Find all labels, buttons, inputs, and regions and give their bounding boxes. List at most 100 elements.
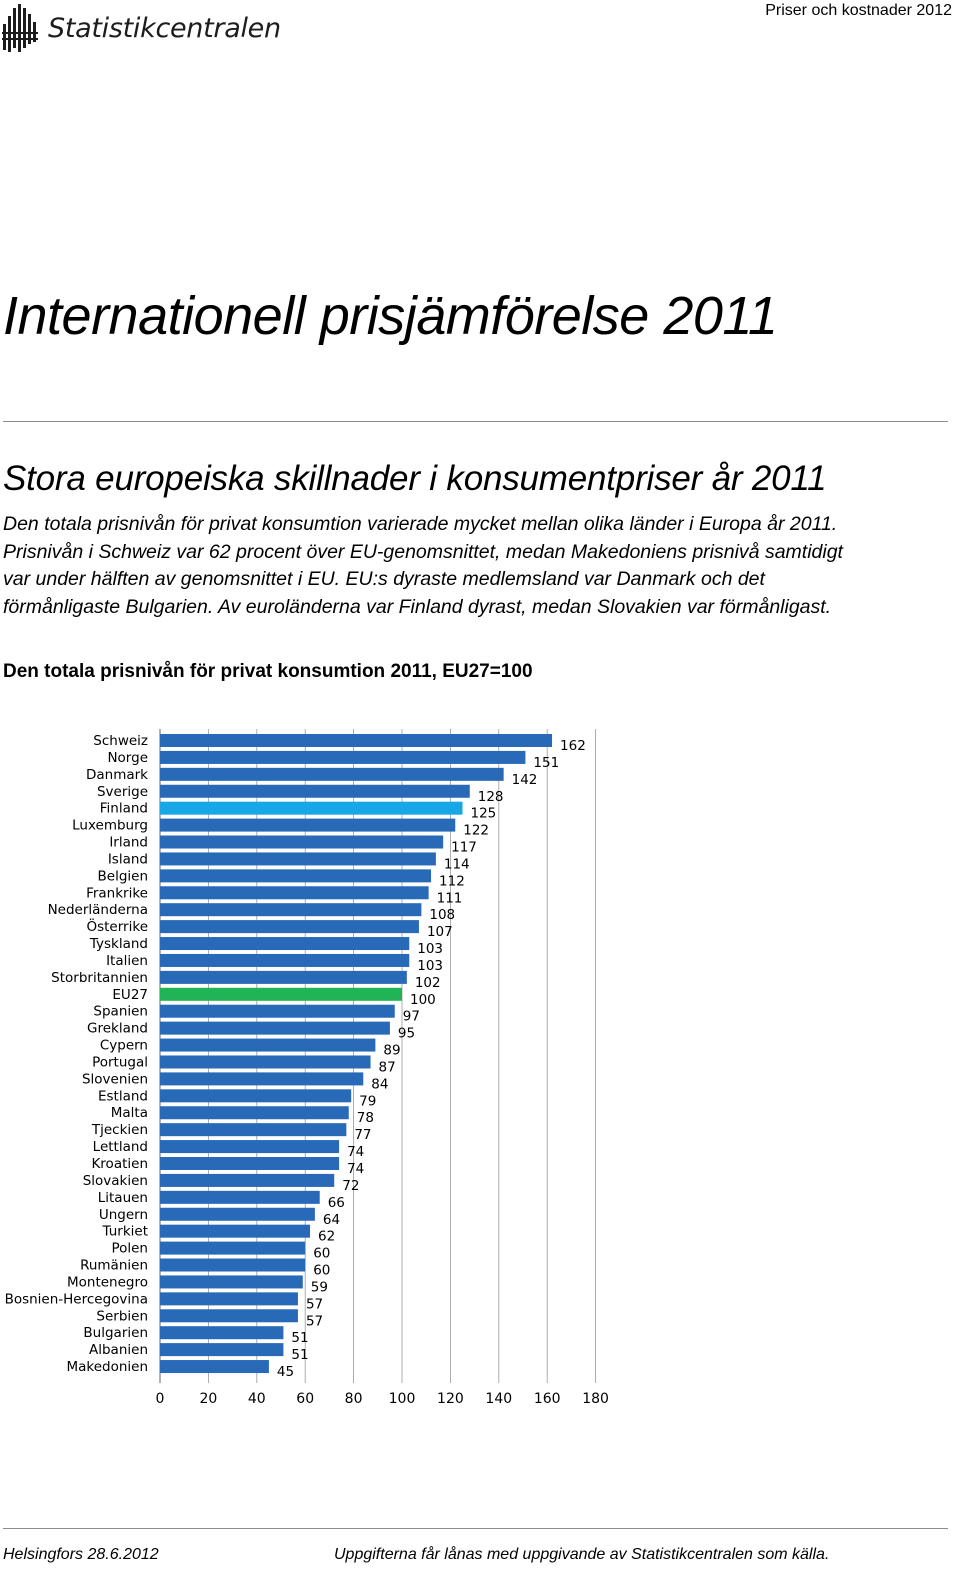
bar xyxy=(160,1140,340,1154)
price-level-bar-chart: 0 20 40 60 80 100 120 140 160 180 Schweiz 162 Norge 1… xyxy=(5,729,609,1407)
value-label: 87 xyxy=(379,1059,396,1075)
value-label: 74 xyxy=(347,1161,364,1177)
category-label: Kroatien xyxy=(91,1156,148,1172)
category-label: Bulgarien xyxy=(83,1325,148,1341)
category-label: Italien xyxy=(106,953,148,969)
bar xyxy=(160,886,429,900)
value-label: 122 xyxy=(463,823,489,839)
bar xyxy=(160,920,419,934)
category-label: Malta xyxy=(111,1105,148,1121)
value-label: 72 xyxy=(342,1178,359,1194)
category-label: Island xyxy=(108,851,148,867)
value-label: 108 xyxy=(429,907,455,923)
x-tick-label: 60 xyxy=(296,1391,314,1407)
x-tick-label: 80 xyxy=(345,1391,363,1407)
category-label: Frankrike xyxy=(86,885,148,901)
value-label: 66 xyxy=(328,1195,345,1211)
category-label: Estland xyxy=(98,1088,148,1104)
bar xyxy=(160,801,463,815)
value-label: 45 xyxy=(277,1364,294,1380)
value-label: 62 xyxy=(318,1229,335,1245)
category-label: Makedonien xyxy=(66,1359,148,1375)
value-label: 57 xyxy=(306,1296,323,1312)
x-tick-label: 160 xyxy=(534,1391,561,1407)
bar xyxy=(160,1309,298,1323)
category-label: EU27 xyxy=(112,987,148,1003)
value-label: 102 xyxy=(415,975,441,991)
category-label: Ungern xyxy=(99,1207,148,1223)
bar xyxy=(160,852,436,866)
bar xyxy=(160,1021,390,1035)
category-label: Bosnien-Hercegovina xyxy=(5,1291,148,1307)
value-label: 78 xyxy=(357,1110,374,1126)
category-label: Rumänien xyxy=(80,1258,148,1274)
category-label: Slovakien xyxy=(83,1173,148,1189)
category-label: Lettland xyxy=(93,1139,148,1155)
value-label: 60 xyxy=(313,1263,330,1279)
value-label: 114 xyxy=(444,856,470,872)
logo: Statistikcentralen xyxy=(2,2,281,54)
value-label: 103 xyxy=(417,958,443,974)
category-label: Österrike xyxy=(86,917,148,935)
category-label: Schweiz xyxy=(93,733,148,749)
bar xyxy=(160,1038,376,1052)
value-label: 97 xyxy=(403,1009,420,1025)
bar xyxy=(160,1089,352,1103)
publication-title: Priser och kostnader 2012 xyxy=(765,2,952,19)
footer-divider xyxy=(3,1528,948,1529)
value-label: 60 xyxy=(313,1246,330,1262)
body-line: förmånligaste Bulgarien. Av euroländerna… xyxy=(3,595,832,618)
bar xyxy=(160,1157,340,1170)
bar xyxy=(160,1004,395,1018)
body-paragraph: Den totala prisnivån för privat konsumti… xyxy=(3,511,953,621)
x-tick-label: 40 xyxy=(248,1391,266,1407)
logo-text: Statistikcentralen xyxy=(48,12,281,44)
bar xyxy=(160,1106,349,1120)
value-label: 117 xyxy=(451,840,477,856)
value-label: 84 xyxy=(371,1076,388,1092)
bar xyxy=(160,1275,303,1289)
category-label: Slovenien xyxy=(82,1071,148,1087)
x-tick-label: 0 xyxy=(156,1391,165,1407)
category-label: Spanien xyxy=(93,1004,148,1020)
footer-source-note: Uppgifterna får lånas med uppgivande av … xyxy=(334,1546,830,1563)
x-tick-label: 180 xyxy=(582,1391,609,1407)
bar xyxy=(160,1123,347,1137)
bar xyxy=(160,1241,306,1255)
category-label: Danmark xyxy=(86,767,148,783)
title-divider xyxy=(3,421,948,422)
bar xyxy=(160,1343,284,1357)
category-label: Storbritannien xyxy=(51,970,148,986)
value-label: 77 xyxy=(354,1127,371,1143)
bar xyxy=(160,784,470,798)
section-subtitle: Stora europeiska skillnader i konsumentp… xyxy=(3,459,827,498)
bar xyxy=(160,1326,284,1340)
category-label: Montenegro xyxy=(67,1274,148,1290)
value-label: 151 xyxy=(533,755,559,771)
x-tick-label: 120 xyxy=(437,1391,464,1407)
value-label: 59 xyxy=(311,1279,328,1295)
bar xyxy=(160,767,504,781)
value-label: 89 xyxy=(383,1043,400,1059)
bar xyxy=(160,1173,335,1187)
bar xyxy=(160,1055,371,1069)
category-label: Grekland xyxy=(87,1021,148,1037)
bar xyxy=(160,1292,298,1306)
body-line: Den totala prisnivån för privat konsumti… xyxy=(3,513,838,535)
bar xyxy=(160,1258,306,1272)
category-label: Norge xyxy=(107,750,148,766)
value-label: 128 xyxy=(478,789,504,805)
bar xyxy=(160,987,402,1001)
value-label: 100 xyxy=(410,992,436,1008)
value-label: 57 xyxy=(306,1313,323,1329)
category-label: Tjeckien xyxy=(91,1122,148,1138)
value-label: 74 xyxy=(347,1144,364,1160)
bar xyxy=(160,953,410,967)
value-label: 51 xyxy=(291,1347,308,1363)
category-label: Portugal xyxy=(92,1054,148,1070)
x-tick-label: 100 xyxy=(389,1391,416,1407)
value-label: 95 xyxy=(398,1026,415,1042)
category-label: Irland xyxy=(109,835,148,851)
bar xyxy=(160,734,553,747)
x-tick-label: 140 xyxy=(485,1391,512,1407)
